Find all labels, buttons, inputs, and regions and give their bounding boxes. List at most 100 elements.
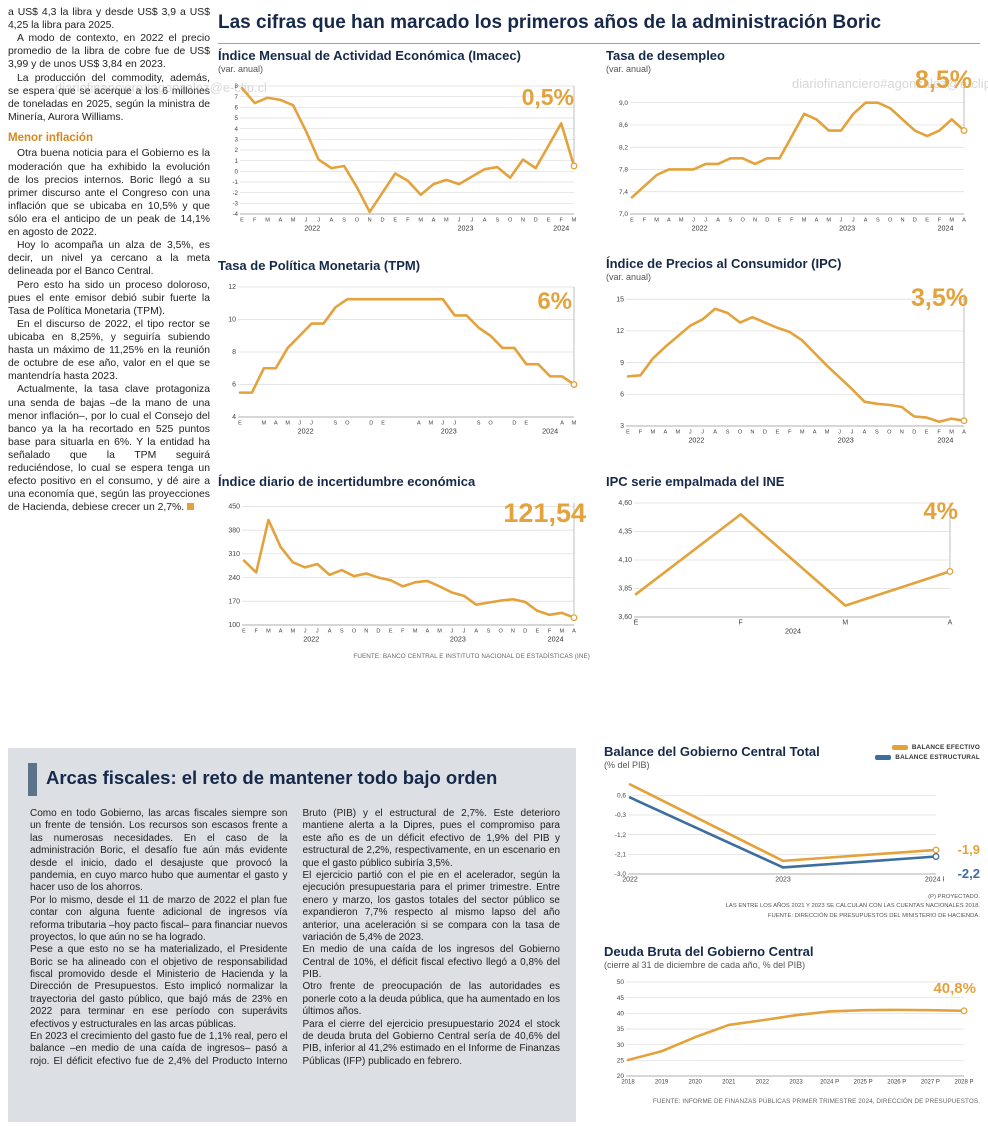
desempleo-chart-svg: 9,08,68,27,87,47,0E F M A M J J A S O N D E F M A M J J A S O… [619, 86, 968, 233]
svg-text:D: D [380, 218, 384, 224]
svg-text:1: 1 [235, 158, 239, 165]
callout-balance-estructural: -2,2 [957, 866, 980, 881]
paragraph: A modo de contexto, en 2022 el precio pr… [8, 33, 210, 71]
svg-text:2024 P: 2024 P [925, 877, 944, 884]
chart-subtitle: (cierre al 31 de diciembre de cada año, … [604, 960, 806, 970]
svg-text:S: S [487, 629, 491, 635]
chart-ipc-ine: IPC serie empalmada del INE 4% 4,60 4,35 4… [606, 474, 980, 643]
svg-text:2022: 2022 [622, 877, 638, 884]
svg-text:E: E [238, 421, 242, 427]
svg-text:2023: 2023 [450, 635, 466, 644]
svg-text:E: E [925, 430, 929, 436]
svg-text:F: F [560, 218, 564, 224]
chart-callout: 8,5% [915, 66, 972, 94]
svg-text:N: N [368, 218, 372, 224]
svg-text:F: F [253, 218, 257, 224]
svg-text:-4: -4 [232, 211, 238, 218]
svg-text:6: 6 [235, 105, 239, 112]
svg-text:2020: 2020 [689, 1080, 703, 1086]
paragraph: Para el cierre del ejercicio presupuesta… [302, 1018, 561, 1067]
svg-text:M: M [572, 218, 577, 224]
svg-text:2024: 2024 [785, 627, 801, 636]
svg-text:4: 4 [232, 414, 236, 421]
chart-notes: (P) PROYECTADO. LAS ENTRE LOS AÑOS 2021 … [604, 893, 980, 921]
ipc-ine-chart-svg: 4,60 4,35 4,10 3,85 3,60E F M A 2024 [618, 500, 954, 636]
svg-text:9,0: 9,0 [619, 100, 628, 107]
svg-text:2019: 2019 [655, 1080, 669, 1086]
svg-text:A: A [864, 218, 868, 224]
svg-text:M: M [651, 430, 656, 436]
svg-text:2022: 2022 [756, 1080, 770, 1086]
svg-text:M: M [418, 218, 423, 224]
svg-text:D: D [913, 218, 917, 224]
svg-text:J: J [851, 430, 854, 436]
svg-text:S: S [875, 430, 879, 436]
svg-text:M: M [444, 218, 449, 224]
svg-text:2022: 2022 [298, 427, 314, 436]
svg-text:M: M [285, 421, 290, 427]
note-line: FUENTE: DIRECCIÓN DE PRESUPUESTOS DEL MI… [767, 912, 980, 919]
note-line: (P) PROYECTADO. [928, 894, 980, 900]
svg-text:15: 15 [616, 296, 624, 303]
svg-text:D: D [912, 430, 916, 436]
note-line: LAS ENTRE LOS AÑOS 2021 Y 2023 SE CALCUL… [725, 903, 980, 910]
chart-title: Índice Mensual de Actividad Económica (I… [218, 48, 521, 63]
svg-text:J: J [317, 218, 320, 224]
svg-text:J: J [701, 430, 704, 436]
article-end-marker [187, 503, 195, 511]
legend: BALANCE EFECTIVO BALANCE ESTRUCTURAL [875, 744, 980, 764]
paragraph: Pero esto ha sido un proceso doloroso, p… [8, 279, 210, 317]
source-note: FUENTE: BANCO CENTRAL E INSTITUTO NACION… [353, 653, 590, 660]
svg-text:2022: 2022 [303, 635, 319, 644]
svg-text:J: J [463, 629, 466, 635]
chart-imacec: Índice Mensual de Actividad Económica (I… [218, 48, 590, 240]
paragraph: En medio de una caída de los ingresos de… [302, 944, 561, 981]
svg-text:A: A [713, 430, 717, 436]
svg-text:2023: 2023 [838, 436, 854, 445]
svg-text:O: O [498, 629, 503, 635]
svg-text:J: J [470, 218, 473, 224]
svg-text:2024: 2024 [553, 224, 569, 233]
chart-title: Tasa de Política Monetaria (TPM) [218, 258, 421, 273]
paragraph: El ejercicio partió con el pie en el ace… [302, 869, 561, 943]
svg-text:A: A [330, 218, 334, 224]
svg-text:A: A [962, 218, 966, 224]
svg-text:2: 2 [235, 147, 239, 154]
chart-title: Deuda Bruta del Gobierno Central [604, 944, 814, 959]
fiscal-panel: Arcas fiscales: el reto de mantener todo… [8, 748, 576, 1122]
svg-text:A: A [572, 629, 576, 635]
paragraph: Por lo mismo, desde el 11 de marzo de 20… [30, 894, 288, 943]
svg-text:M: M [291, 629, 296, 635]
svg-text:A: A [279, 629, 283, 635]
svg-text:N: N [521, 218, 525, 224]
svg-text:-1,2: -1,2 [615, 832, 627, 839]
svg-text:M: M [842, 620, 848, 627]
chart-callout: 0,5% [521, 84, 574, 110]
svg-text:F: F [643, 218, 647, 224]
svg-text:M: M [949, 218, 954, 224]
svg-text:A: A [425, 629, 429, 635]
svg-text:M: M [825, 430, 830, 436]
svg-text:O: O [887, 430, 892, 436]
svg-text:M: M [266, 629, 271, 635]
svg-text:M: M [437, 629, 442, 635]
legend-item: BALANCE EFECTIVO [875, 744, 980, 751]
svg-text:E: E [240, 218, 244, 224]
svg-text:N: N [511, 629, 515, 635]
svg-text:2024: 2024 [548, 635, 564, 644]
legend-label: BALANCE EFECTIVO [911, 744, 980, 751]
legend-swatch-efectivo [891, 745, 908, 750]
svg-text:10: 10 [228, 317, 236, 324]
svg-text:3,60: 3,60 [618, 614, 632, 621]
svg-text:J: J [692, 218, 695, 224]
svg-text:A: A [274, 421, 278, 427]
svg-text:7,0: 7,0 [619, 211, 628, 218]
svg-text:O: O [355, 218, 360, 224]
svg-text:S: S [340, 629, 344, 635]
chart-subtitle: (% del PIB) [604, 760, 650, 770]
svg-text:J: J [458, 218, 461, 224]
chart-callout: 6% [537, 288, 572, 315]
svg-text:O: O [352, 629, 357, 635]
